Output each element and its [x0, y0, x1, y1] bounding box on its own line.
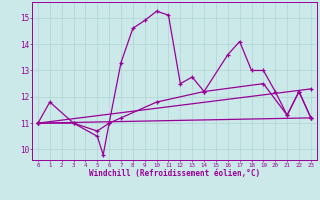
- X-axis label: Windchill (Refroidissement éolien,°C): Windchill (Refroidissement éolien,°C): [89, 169, 260, 178]
